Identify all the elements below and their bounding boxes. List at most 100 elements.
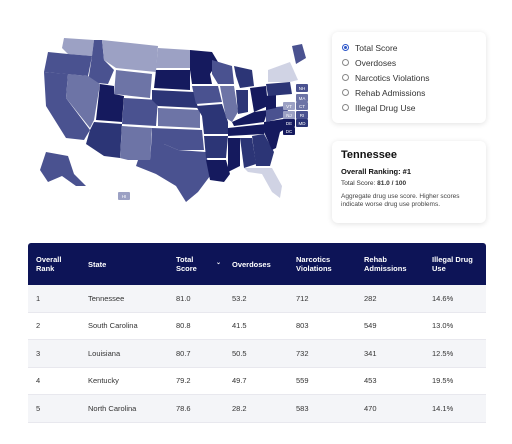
state-wv[interactable] <box>266 94 276 110</box>
state-box-nh[interactable]: NH <box>296 84 308 92</box>
cell-state: Tennessee <box>88 293 125 303</box>
state-sc[interactable] <box>264 132 280 150</box>
header-overall-rank[interactable]: Overall Rank <box>36 255 62 273</box>
option-label: Overdoses <box>355 57 397 68</box>
state-box-dc[interactable]: DC <box>283 127 295 135</box>
state-box-vt[interactable]: VT <box>283 102 295 110</box>
cell-total-score: 79.2 <box>176 376 191 386</box>
table-body: 1 Tennessee 81.0 53.2 712 282 14.6% 2 So… <box>28 285 486 423</box>
score-description: Aggregate drug use score. Higher scores … <box>341 193 460 209</box>
state-mi[interactable] <box>234 66 254 88</box>
state-box-ma[interactable]: MA <box>296 94 308 102</box>
state-ks[interactable] <box>158 108 200 128</box>
state-box-ct[interactable]: CT <box>296 102 308 110</box>
header-state[interactable]: State <box>88 259 107 269</box>
state-oh[interactable] <box>250 86 268 112</box>
option-label: Narcotics Violations <box>355 72 430 83</box>
option-illegal-drug-use[interactable]: Illegal Drug Use <box>342 100 476 115</box>
header-narcotics-violations[interactable]: Narcotics Violations <box>296 255 332 273</box>
state-ms[interactable] <box>228 138 240 172</box>
state-pa[interactable] <box>266 82 292 96</box>
state-mn[interactable] <box>190 50 218 84</box>
table-row[interactable]: 2 South Carolina 80.8 41.5 803 549 13.0% <box>28 313 486 340</box>
state-hi[interactable] <box>118 192 130 200</box>
cell-state: Kentucky <box>88 376 119 386</box>
state-nm[interactable] <box>120 126 152 160</box>
state-sd[interactable] <box>154 70 190 90</box>
state-ga[interactable] <box>252 134 274 166</box>
table-row[interactable]: 4 Kentucky 79.2 49.7 559 453 19.5% <box>28 368 486 395</box>
cell-rank: 1 <box>36 293 41 303</box>
state-box-md[interactable]: MD <box>296 119 308 127</box>
us-map[interactable]: NH MA VT CT NJ RI DE MD DC HI <box>28 26 320 206</box>
state-in[interactable] <box>236 90 248 114</box>
state-wy[interactable] <box>114 70 152 98</box>
state-il[interactable] <box>220 86 238 122</box>
state-wa[interactable] <box>62 38 94 56</box>
state-wi[interactable] <box>212 60 234 84</box>
cell-overdoses: 50.5 <box>232 348 247 358</box>
state-la[interactable] <box>206 160 230 182</box>
state-box-de[interactable]: DE <box>283 119 295 127</box>
cell-total-score: 81.0 <box>176 293 191 303</box>
table-row[interactable]: 5 North Carolina 78.6 28.2 583 470 14.1% <box>28 395 486 423</box>
radio-selected-icon[interactable] <box>342 44 349 51</box>
cell-narcotics: 583 <box>296 403 309 413</box>
cell-rehab: 341 <box>364 348 377 358</box>
state-ca[interactable] <box>44 72 90 140</box>
radio-icon[interactable] <box>342 59 349 66</box>
state-ak[interactable] <box>40 152 86 186</box>
state-id[interactable] <box>88 40 114 84</box>
state-tx[interactable] <box>136 134 210 202</box>
state-ne[interactable] <box>152 90 198 108</box>
cell-overdoses: 41.5 <box>232 321 247 331</box>
state-box-ri[interactable]: RI <box>296 111 308 119</box>
state-nv[interactable] <box>66 74 100 128</box>
state-fl[interactable] <box>244 168 282 198</box>
cell-rank: 5 <box>36 403 41 413</box>
state-tn[interactable] <box>228 124 266 136</box>
header-total-score[interactable]: Total Score ⌄ <box>168 255 224 273</box>
cell-rank: 3 <box>36 348 41 358</box>
state-ut[interactable] <box>96 84 124 122</box>
chevron-down-icon[interactable]: ⌄ <box>216 260 222 267</box>
option-label: Total Score <box>355 42 398 53</box>
header-total-score-label: Total Score <box>176 255 197 273</box>
state-name: Tennessee <box>341 149 398 161</box>
state-co[interactable] <box>122 98 158 126</box>
cell-rank: 4 <box>36 376 41 386</box>
state-nd[interactable] <box>156 48 190 68</box>
state-ky[interactable] <box>232 110 268 126</box>
state-az[interactable] <box>86 122 122 158</box>
option-rehab-admissions[interactable]: Rehab Admissions <box>342 85 476 100</box>
header-rehab-admissions[interactable]: Rehab Admissions <box>364 255 407 273</box>
state-ia[interactable] <box>192 86 222 104</box>
radio-icon[interactable] <box>342 89 349 96</box>
option-overdoses[interactable]: Overdoses <box>342 55 476 70</box>
state-ny[interactable] <box>268 62 298 82</box>
cell-rehab: 549 <box>364 321 377 331</box>
table-row[interactable]: 3 Louisiana 80.7 50.5 732 341 12.5% <box>28 340 486 368</box>
state-me[interactable] <box>292 44 306 64</box>
option-label: Rehab Admissions <box>355 87 426 98</box>
radio-icon[interactable] <box>342 74 349 81</box>
state-box-hi-label: HI <box>121 193 127 199</box>
state-al[interactable] <box>240 138 256 168</box>
cell-drug-use: 12.5% <box>432 348 454 358</box>
state-or[interactable] <box>44 52 92 76</box>
state-mo[interactable] <box>196 104 228 134</box>
state-mt[interactable] <box>102 40 158 72</box>
option-label: Illegal Drug Use <box>355 102 416 113</box>
state-ar[interactable] <box>204 136 228 158</box>
state-ok[interactable] <box>152 128 204 150</box>
option-total-score[interactable]: Total Score <box>342 40 476 55</box>
radio-icon[interactable] <box>342 104 349 111</box>
us-map-svg[interactable] <box>28 26 320 206</box>
state-box-nj[interactable]: NJ <box>283 111 295 119</box>
state-va[interactable] <box>266 106 290 122</box>
cell-rehab: 282 <box>364 293 377 303</box>
option-narcotics-violations[interactable]: Narcotics Violations <box>342 70 476 85</box>
header-overdoses[interactable]: Overdoses <box>232 259 271 269</box>
header-illegal-drug-use[interactable]: Illegal Drug Use <box>432 255 473 273</box>
table-row[interactable]: 1 Tennessee 81.0 53.2 712 282 14.6% <box>28 285 486 313</box>
